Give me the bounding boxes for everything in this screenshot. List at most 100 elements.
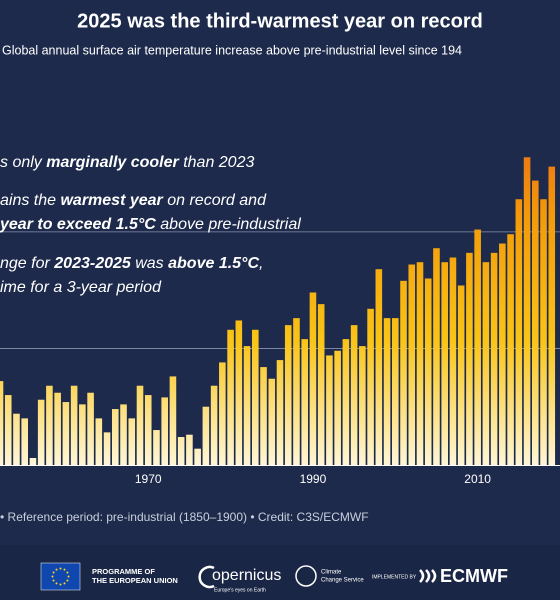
implemented-label: IMPLEMENTED BY <box>372 574 417 580</box>
copernicus-tagline: Europe's eyes on Earth <box>214 587 266 593</box>
bar <box>103 432 111 465</box>
eu-flag <box>40 562 81 591</box>
bar <box>252 329 259 465</box>
bar <box>29 458 37 465</box>
eu-star <box>66 579 69 582</box>
eu-stars <box>51 567 70 586</box>
eu-star <box>67 575 70 578</box>
bar <box>95 418 103 465</box>
chart-title: 2025 was the third-warmest year on recor… <box>77 10 483 32</box>
bar <box>441 262 448 465</box>
annotation-part: , <box>259 255 263 272</box>
bar <box>424 278 432 465</box>
eu-label: THE EUROPEAN UNION <box>92 576 178 585</box>
bar <box>194 448 201 465</box>
bar <box>112 409 119 465</box>
bar <box>268 378 276 465</box>
bar <box>532 180 539 465</box>
bar <box>400 280 407 465</box>
annotation-part: on record and <box>163 192 267 209</box>
annotation: ime for a 3-year period <box>0 279 162 296</box>
bar <box>210 385 218 465</box>
bar <box>317 304 325 465</box>
bar <box>482 262 490 465</box>
bar <box>367 308 374 465</box>
bar <box>202 406 210 465</box>
annotation-part: marginally cooler <box>46 154 179 171</box>
annotation-part: warmest year <box>60 192 163 209</box>
bar <box>128 418 136 465</box>
ecmwf-logo <box>419 569 437 583</box>
annotation-part: above 1.5°C <box>168 255 259 272</box>
bar <box>301 339 308 465</box>
bar <box>70 385 78 465</box>
bar <box>219 362 226 465</box>
bar <box>284 325 292 465</box>
eu-star <box>59 583 62 586</box>
bar <box>54 392 61 465</box>
logo-bar <box>0 545 560 600</box>
bar <box>153 430 160 465</box>
bar <box>87 392 94 465</box>
bar <box>144 395 152 465</box>
bar <box>507 234 514 465</box>
bar <box>392 318 399 465</box>
eu-label: PROGRAMME OF <box>92 567 155 576</box>
bar <box>293 318 300 465</box>
x-tick-label: 1970 <box>135 472 162 486</box>
copernicus-label: opernicus <box>212 567 281 584</box>
eu-star <box>51 575 54 578</box>
bar <box>499 243 506 465</box>
bar <box>37 399 45 465</box>
bar <box>235 320 243 465</box>
bar <box>342 339 350 465</box>
annotation-part: was <box>131 255 168 272</box>
bar <box>334 350 341 465</box>
bar <box>169 376 177 465</box>
bar <box>243 346 251 465</box>
eu-star <box>52 579 55 582</box>
bar <box>276 360 284 465</box>
copernicus-logo <box>198 565 215 589</box>
bar <box>359 346 366 465</box>
bar <box>416 262 424 465</box>
bar <box>457 285 465 465</box>
annotation: s only marginally cooler than 2023 <box>0 154 254 171</box>
eu-star <box>55 582 58 585</box>
annotation-part: than 2023 <box>179 154 255 171</box>
eu-star <box>63 582 66 585</box>
annotation-part: ains the <box>0 192 60 209</box>
bar <box>21 418 28 465</box>
bar <box>433 248 440 465</box>
bar <box>260 367 267 465</box>
bar <box>540 199 547 466</box>
bar <box>136 385 144 465</box>
bar <box>62 402 70 465</box>
bar <box>161 397 168 465</box>
bar <box>515 199 523 466</box>
bar <box>490 252 498 465</box>
annotation-part: 2023-2025 <box>53 255 132 272</box>
bar <box>227 329 234 465</box>
bar <box>449 257 457 465</box>
annotation-part: year to exceed 1.5°C <box>0 216 156 233</box>
eu-star <box>59 567 62 570</box>
bar <box>383 318 391 465</box>
annotation: ains the warmest year on record and <box>0 192 267 209</box>
bar <box>375 269 383 465</box>
c3s-label: Climate <box>321 570 342 576</box>
bar <box>79 404 86 465</box>
bar <box>4 395 12 465</box>
bar <box>523 157 531 465</box>
annotation-part: nge for <box>0 255 54 272</box>
eu-star <box>66 571 69 574</box>
c3s-logo <box>295 565 317 587</box>
bar <box>326 355 333 465</box>
bar <box>0 381 4 465</box>
chart-subtitle: Global annual surface air temperature in… <box>2 43 462 57</box>
bar <box>120 404 127 465</box>
eu-star <box>63 568 66 571</box>
eu-star <box>55 568 58 571</box>
